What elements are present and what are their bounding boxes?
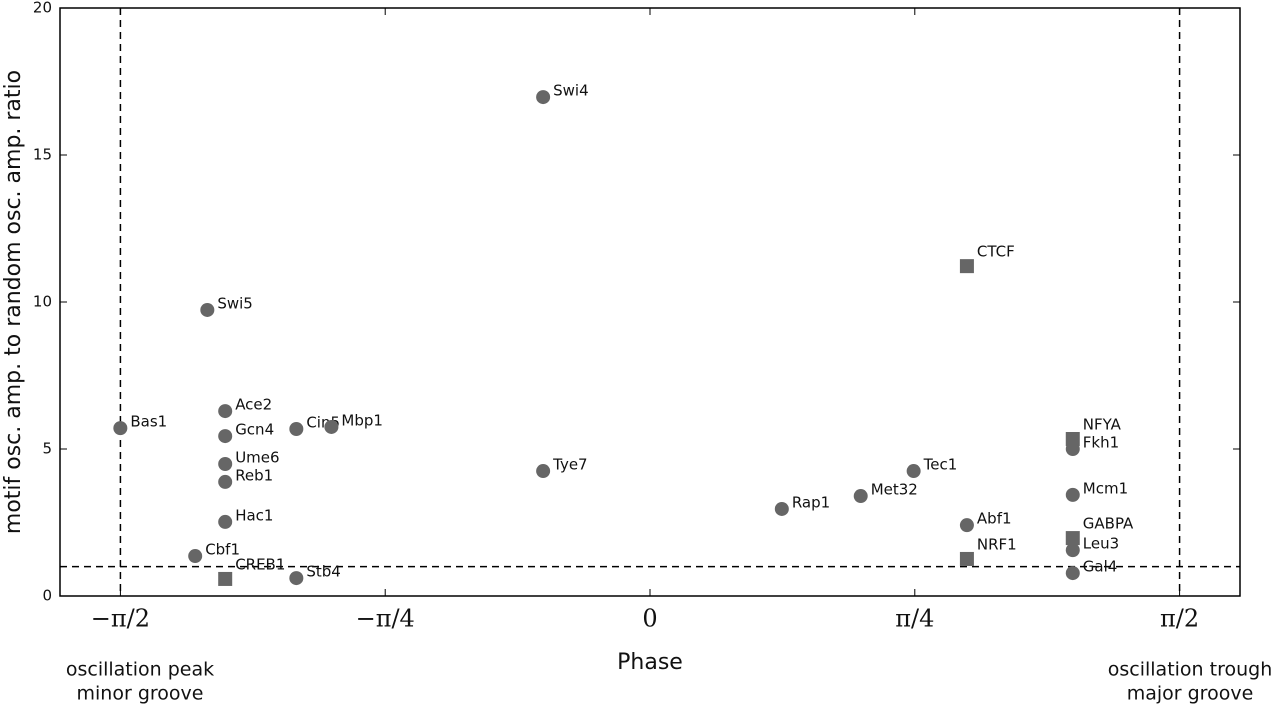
point (218, 474, 233, 489)
point-label: Hac1 (235, 506, 273, 524)
point-label: Tec1 (923, 456, 958, 474)
x-tick-label: 0 (642, 605, 657, 633)
point-label: Bas1 (130, 413, 167, 431)
point (289, 422, 304, 437)
x-tick-label: −π/2 (91, 605, 150, 633)
x-axis-label: Phase (617, 650, 683, 675)
point (853, 489, 868, 504)
point (959, 551, 974, 566)
point (218, 571, 233, 586)
y-tick-label: 5 (42, 440, 52, 458)
point (536, 90, 551, 105)
point (1065, 487, 1080, 502)
point (536, 464, 551, 479)
annotation: minor groove (77, 683, 204, 705)
point (289, 571, 304, 586)
x-tick-label: π/2 (1160, 605, 1199, 633)
point (324, 419, 339, 434)
x-tick-label: −π/4 (356, 605, 415, 633)
point (113, 421, 128, 436)
point-label: Swi4 (553, 82, 589, 100)
point (1065, 543, 1080, 558)
point-label: Fkh1 (1083, 434, 1119, 452)
point-label: CREB1 (235, 555, 285, 573)
point-label: Stb4 (306, 563, 340, 581)
point (218, 404, 233, 419)
point-label: NRF1 (977, 535, 1017, 553)
y-tick-label: 10 (33, 293, 52, 311)
point (218, 429, 233, 444)
point-label: Cbf1 (205, 541, 240, 559)
point (218, 514, 233, 529)
point (200, 302, 215, 317)
x-tick-label: π/4 (895, 605, 934, 633)
point (1065, 531, 1080, 546)
point-label: Leu3 (1083, 535, 1119, 553)
point-label: GABPA (1083, 515, 1134, 533)
point-label: Swi5 (217, 294, 253, 312)
y-axis-label: motif osc. amp. to random osc. amp. rati… (1, 70, 26, 534)
point-label: Ume6 (235, 448, 279, 466)
point-label: Tye7 (552, 456, 587, 474)
point-label: Rap1 (792, 493, 830, 511)
point (774, 501, 789, 516)
point-label: Mbp1 (341, 411, 383, 429)
y-tick-label: 20 (33, 0, 52, 17)
point-label: Reb1 (235, 466, 273, 484)
point (1065, 566, 1080, 581)
y-tick-label: 15 (33, 146, 52, 164)
point-label: NFYA (1083, 416, 1122, 434)
point-label: Abf1 (977, 510, 1012, 528)
point-label: Gcn4 (235, 421, 274, 439)
annotation: oscillation trough (1108, 659, 1273, 681)
annotation: major groove (1127, 683, 1254, 705)
point-label: Mcm1 (1083, 479, 1128, 497)
point (959, 259, 974, 274)
point (959, 518, 974, 533)
point-label: Ace2 (235, 396, 272, 414)
point-label: Gal4 (1083, 558, 1118, 576)
point-label: CTCF (977, 243, 1015, 261)
point (906, 464, 921, 479)
point (188, 549, 203, 564)
annotation: oscillation peak (66, 659, 214, 681)
point (1065, 432, 1080, 447)
point (218, 456, 233, 471)
y-tick-label: 0 (42, 587, 52, 605)
point-label: Met32 (871, 481, 918, 499)
